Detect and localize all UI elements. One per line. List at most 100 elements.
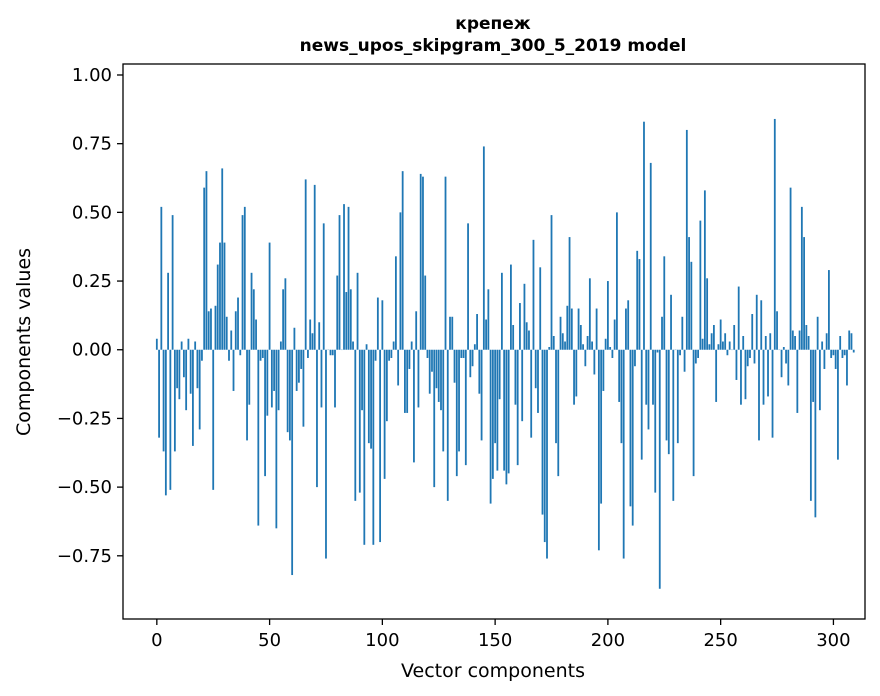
bar-299 bbox=[830, 349, 833, 358]
bar-92 bbox=[363, 349, 366, 545]
bar-215 bbox=[640, 349, 643, 460]
bar-102 bbox=[385, 349, 388, 422]
bar-137 bbox=[464, 349, 467, 466]
bar-26 bbox=[214, 305, 217, 350]
bar-282 bbox=[791, 330, 794, 350]
bar-182 bbox=[566, 305, 569, 350]
bar-258 bbox=[737, 286, 740, 350]
bar-208 bbox=[625, 308, 627, 350]
bar-222 bbox=[656, 349, 659, 353]
bar-64 bbox=[300, 349, 303, 369]
bar-181 bbox=[564, 341, 566, 350]
bar-44 bbox=[255, 319, 257, 350]
bar-217 bbox=[645, 349, 648, 405]
bar-232 bbox=[679, 349, 681, 356]
bar-277 bbox=[780, 349, 783, 378]
bar-83 bbox=[343, 204, 345, 350]
bar-198 bbox=[602, 349, 605, 391]
bar-series bbox=[155, 118, 855, 589]
y-tick-label: −0.50 bbox=[57, 477, 112, 498]
bar-179 bbox=[559, 316, 562, 350]
bar-234 bbox=[683, 349, 686, 372]
bar-289 bbox=[807, 336, 810, 350]
bar-66 bbox=[304, 179, 307, 350]
bar-175 bbox=[550, 215, 553, 350]
bar-69 bbox=[311, 333, 314, 350]
bar-162 bbox=[521, 349, 524, 422]
x-axis-ticks: 0 50 100 150 200 250 300 bbox=[151, 619, 851, 651]
y-axis-label: Components values bbox=[13, 248, 35, 436]
bar-238 bbox=[692, 349, 695, 477]
bar-0 bbox=[155, 338, 158, 350]
bar-233 bbox=[681, 316, 684, 350]
bar-170 bbox=[539, 267, 542, 350]
bar-192 bbox=[588, 278, 591, 350]
bar-171 bbox=[541, 349, 544, 515]
bar-59 bbox=[288, 349, 291, 441]
bar-90 bbox=[358, 349, 361, 493]
bar-273 bbox=[771, 349, 774, 438]
bar-16 bbox=[192, 349, 194, 446]
bar-110 bbox=[404, 349, 406, 413]
bar-34 bbox=[232, 349, 235, 391]
bar-37 bbox=[239, 349, 242, 356]
bar-152 bbox=[498, 349, 501, 400]
bar-8 bbox=[173, 349, 176, 452]
bar-197 bbox=[600, 349, 603, 504]
bar-3 bbox=[162, 349, 165, 452]
bar-108 bbox=[399, 212, 402, 350]
bar-211 bbox=[631, 349, 634, 526]
bar-13 bbox=[185, 349, 188, 411]
bar-287 bbox=[803, 237, 805, 350]
bar-81 bbox=[338, 215, 341, 350]
y-tick-label: −0.25 bbox=[57, 408, 112, 429]
bar-118 bbox=[422, 176, 424, 350]
bar-262 bbox=[746, 349, 749, 367]
bar-259 bbox=[740, 349, 742, 405]
bar-308 bbox=[850, 333, 853, 350]
bar-291 bbox=[812, 349, 815, 402]
bar-106 bbox=[394, 256, 397, 350]
bar-189 bbox=[582, 344, 584, 350]
bar-260 bbox=[742, 336, 745, 350]
bar-303 bbox=[839, 336, 842, 350]
bar-136 bbox=[462, 349, 465, 358]
bar-29 bbox=[221, 168, 224, 350]
x-tick-label: 100 bbox=[365, 630, 399, 651]
bar-74 bbox=[322, 223, 325, 350]
bar-79 bbox=[334, 349, 336, 408]
bar-57 bbox=[284, 278, 287, 350]
bar-27 bbox=[216, 264, 219, 350]
bar-95 bbox=[370, 349, 372, 449]
bar-35 bbox=[234, 311, 237, 350]
bar-172 bbox=[543, 349, 546, 543]
bar-210 bbox=[629, 349, 632, 507]
bar-302 bbox=[837, 349, 839, 460]
y-tick-label: 0.00 bbox=[72, 340, 112, 361]
bar-58 bbox=[286, 349, 289, 433]
bar-87 bbox=[352, 341, 354, 350]
bar-243 bbox=[703, 190, 706, 350]
bar-144 bbox=[480, 349, 483, 441]
bar-161 bbox=[519, 303, 521, 350]
bar-112 bbox=[408, 349, 411, 369]
bar-85 bbox=[347, 206, 350, 350]
bar-20 bbox=[201, 349, 203, 361]
bar-224 bbox=[661, 316, 663, 350]
bar-70 bbox=[313, 184, 316, 350]
bar-253 bbox=[726, 349, 729, 356]
bar-296 bbox=[823, 349, 826, 369]
y-tick-label: 1.00 bbox=[72, 65, 112, 86]
bar-186 bbox=[575, 349, 578, 397]
x-tick-label: 300 bbox=[816, 630, 850, 651]
bar-241 bbox=[699, 220, 702, 350]
bar-288 bbox=[805, 325, 808, 350]
bar-45 bbox=[257, 349, 260, 526]
bar-176 bbox=[552, 336, 555, 350]
bar-272 bbox=[769, 333, 772, 350]
bar-266 bbox=[755, 294, 758, 350]
bar-119 bbox=[424, 275, 427, 350]
bar-221 bbox=[654, 349, 657, 493]
bar-98 bbox=[376, 297, 379, 350]
